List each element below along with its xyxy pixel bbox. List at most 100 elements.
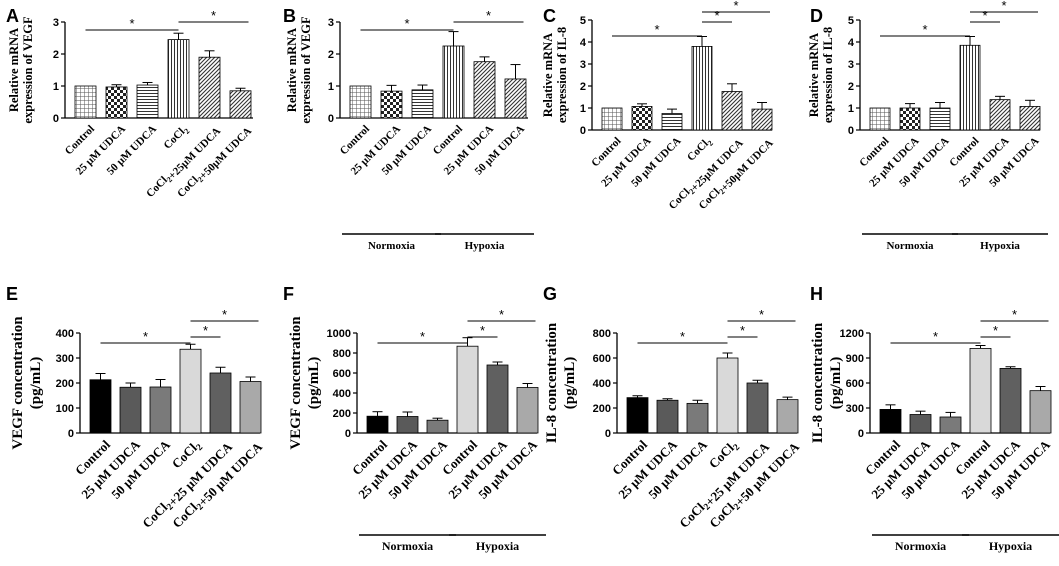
y-tick-label: 2 [848,81,854,93]
significance-star: * [714,8,719,23]
y-axis-label: Relative mRNA [285,28,299,112]
y-tick-label: 600 [846,378,864,390]
panel-label: G [543,284,557,304]
bar [179,348,202,434]
y-tick-label: 1000 [327,328,351,340]
significance-star: * [759,307,764,322]
significance-star: * [404,16,409,31]
y-tick-label: 800 [593,328,611,340]
bar [380,90,403,119]
panel-E: E VEGF concentration (pg/mL) 0 100 200 300 400 *… [6,284,266,531]
significance-star: * [222,307,227,322]
bar [209,372,232,434]
group-label: Normoxia [368,240,416,252]
y-axis-label: (pg/mL) [828,357,844,410]
y-tick-label: 4 [580,37,587,49]
y-tick-label: 1 [580,103,586,115]
bar [136,84,159,119]
significance-star: * [654,22,659,37]
panel-label: B [283,6,296,26]
significance-star: * [211,8,216,23]
y-tick-label: 0 [858,428,864,440]
y-tick-label: 1200 [840,328,864,340]
significance-star: * [129,16,134,31]
significance-star: * [993,323,998,338]
panel-label: H [810,284,823,304]
bar [1019,106,1041,131]
bar [486,364,509,434]
panel-label: F [283,284,294,304]
x-category-label: CoCl2 [685,135,715,165]
significance-star: * [420,329,425,344]
bar [442,45,465,119]
bar [999,368,1022,434]
bar [516,387,539,434]
bar [686,402,709,434]
significance-star: * [143,329,148,344]
bar [105,86,128,119]
significance-star: * [982,8,987,23]
y-tick-label: 200 [333,408,351,420]
y-tick-label: 100 [56,403,74,415]
significance-star: * [499,307,504,322]
group-label: Normoxia [382,539,433,553]
significance-star: * [733,0,738,13]
y-tick-label: 600 [333,368,351,380]
y-tick-label: 0 [68,428,74,440]
y-tick-label: 200 [56,378,74,390]
group-label: Normoxia [895,539,946,553]
bar [229,90,252,119]
y-axis-label: expression of IL-8 [821,27,835,123]
x-category-label: CoCl2 [161,123,191,153]
y-axis-label: expression of VEGF [299,16,313,124]
y-tick-label: 3 [53,17,59,29]
bar [909,414,932,434]
bar [167,39,190,119]
bar [426,419,449,434]
y-axis-label: expression of IL-8 [555,27,569,123]
bar [89,379,112,434]
significance-star: * [203,323,208,338]
group-label: Hypoxia [980,240,1020,252]
y-tick-label: 400 [593,378,611,390]
y-tick-label: 1 [53,81,59,93]
panel-label: A [6,6,19,26]
y-tick-label: 0 [605,428,611,440]
panel-label: E [6,284,18,304]
y-tick-label: 5 [848,15,854,27]
significance-star: * [933,329,938,344]
y-tick-label: 3 [848,59,854,71]
y-axis-label: (pg/mL) [28,357,44,410]
bar [149,386,172,434]
y-tick-label: 4 [848,37,855,49]
y-tick-label: 3 [580,59,586,71]
y-axis-label: IL-8 concentration [810,322,826,443]
bar [879,409,902,434]
panel-label: C [543,6,556,26]
bar [198,56,221,119]
y-axis-label: expression of VEGF [21,16,35,124]
bar [746,382,769,434]
significance-star: * [480,323,485,338]
bar [656,399,679,434]
significance-star: * [922,22,927,37]
bar [74,85,97,119]
significance-star: * [486,8,491,23]
bar [396,416,419,434]
y-axis-label: (pg/mL) [306,357,322,410]
bar [929,107,951,131]
group-label: Hypoxia [465,240,505,252]
group-label: Normoxia [886,240,934,252]
y-tick-label: 300 [56,353,74,365]
y-axis-label: (pg/mL) [562,357,578,410]
bar [869,107,891,131]
bar [411,89,434,119]
group-label: Hypoxia [476,539,519,553]
bar [989,99,1011,131]
y-tick-label: 1 [848,103,854,115]
bar [716,357,739,434]
y-tick-label: 200 [593,403,611,415]
bar [1029,390,1052,434]
bar [349,85,372,119]
